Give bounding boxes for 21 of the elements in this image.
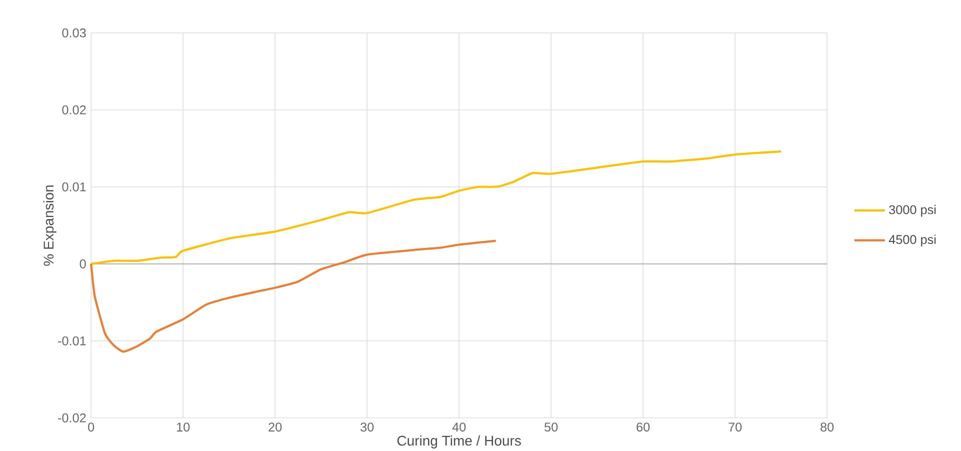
x-axis-title: Curing Time / Hours — [397, 435, 521, 448]
y-tick-label: 0.01 — [62, 182, 86, 192]
x-tick-label: 0 — [88, 422, 94, 432]
y-axis-title: % Expansion — [43, 185, 56, 266]
x-tick-label: 50 — [544, 422, 558, 432]
x-tick-label: 30 — [360, 422, 374, 432]
line-series — [90, 150, 782, 265]
x-tick-label: 70 — [728, 422, 742, 432]
legend-label: 4500 psi — [888, 234, 936, 247]
y-tick-label: -0.01 — [58, 336, 86, 346]
y-tick-label: 0.03 — [62, 28, 86, 38]
y-tick-label: 0 — [80, 259, 86, 268]
legend-label: 3000 psi — [889, 204, 936, 217]
x-tick-label: 20 — [268, 422, 282, 432]
x-tick-label: 80 — [820, 422, 834, 432]
line-series — [90, 240, 497, 353]
y-tick-label: -0.02 — [58, 413, 86, 422]
x-tick-label: 10 — [176, 422, 190, 432]
y-tick-label: 0.02 — [62, 105, 86, 114]
x-tick-label: 60 — [636, 422, 650, 432]
x-tick-label: 40 — [452, 422, 466, 432]
